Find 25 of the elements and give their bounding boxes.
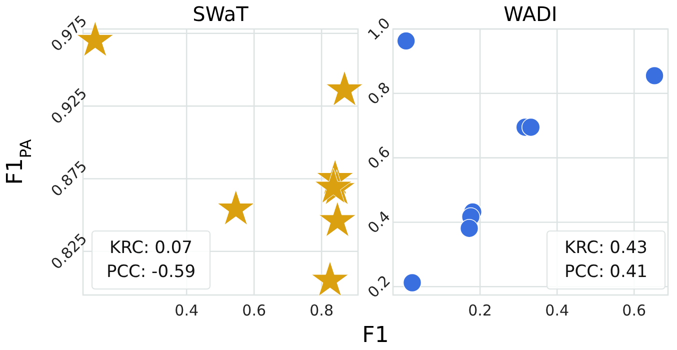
x-tick-label: 0.4: [545, 302, 570, 320]
chart-title: WADI: [504, 2, 558, 26]
chart-title: SWaT: [192, 2, 250, 26]
y-tick-label: 1.0: [364, 14, 394, 44]
x-tick-label: 0.6: [242, 302, 266, 320]
x-tick-label: 0.8: [310, 302, 334, 320]
point: [217, 190, 254, 226]
point: [326, 70, 364, 106]
x-tick-label: 0.6: [622, 302, 646, 320]
y-tick-label: 0.6: [364, 143, 394, 173]
y-tick-label: 0.8: [364, 78, 394, 108]
annotation: KRC: 0.07 PCC: -0.59: [106, 238, 196, 282]
point: [460, 218, 479, 238]
point: [402, 273, 422, 292]
annotation: KRC: 0.43 PCC: 0.41: [564, 238, 648, 282]
x-tick-label: 0.2: [468, 302, 492, 320]
point: [645, 66, 664, 86]
x-axis-title: F1: [362, 323, 389, 348]
x-tick-label: 0.4: [174, 302, 199, 320]
y-tick-label: 0.4: [364, 207, 394, 238]
point: [311, 260, 349, 296]
point: [396, 32, 416, 50]
point: [318, 201, 356, 237]
y-tick-label: 0.2: [364, 272, 394, 302]
point: [521, 118, 540, 137]
